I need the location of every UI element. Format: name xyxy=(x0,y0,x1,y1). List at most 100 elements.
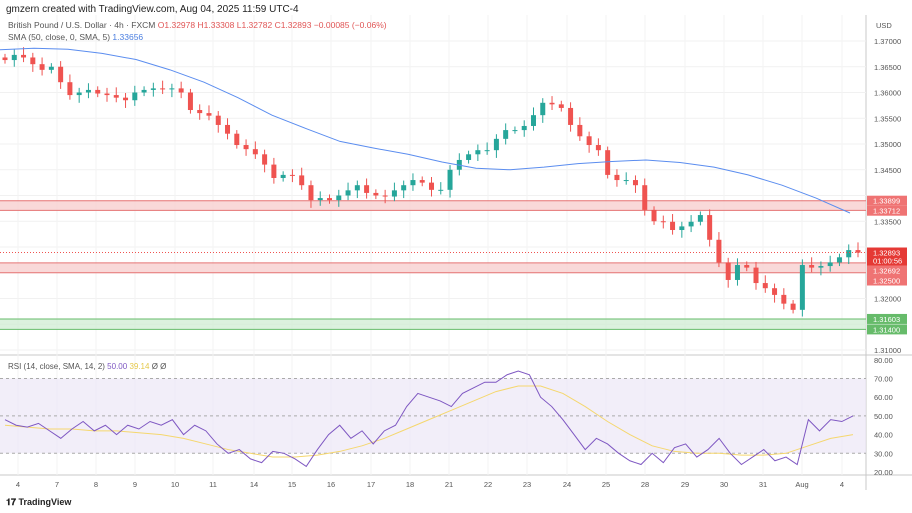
time-tick: 10 xyxy=(171,480,179,489)
time-tick: 8 xyxy=(94,480,98,489)
time-tick: 31 xyxy=(759,480,767,489)
price-tick: 1.32000 xyxy=(874,295,901,304)
rsi-tick: 50.00 xyxy=(874,412,893,421)
price-tick: 1.35500 xyxy=(874,114,901,123)
sma-legend[interactable]: SMA (50, close, 0, SMA, 5) 1.33656 xyxy=(8,32,143,42)
rsi-tick: 20.00 xyxy=(874,468,893,477)
candle-body xyxy=(327,198,333,201)
time-tick: 11 xyxy=(209,480,217,489)
rsi-tick: 70.00 xyxy=(874,375,893,384)
zone-top-label: 1.31603 xyxy=(873,315,900,324)
rsi-legend[interactable]: RSI (14, close, SMA, 14, 2) 50.00 39.14 … xyxy=(8,362,166,371)
sma-line xyxy=(0,47,851,214)
candle-body xyxy=(762,283,768,289)
candle-body xyxy=(67,82,73,96)
candle-body xyxy=(651,209,657,222)
candle-body xyxy=(530,115,536,126)
candle-body xyxy=(336,195,342,201)
candle-body xyxy=(697,215,703,222)
zone-bottom-label: 1.32500 xyxy=(873,277,900,286)
candle-body xyxy=(178,88,184,93)
last-price-label: 1.32893 xyxy=(873,249,900,258)
rsi-line xyxy=(4,370,854,468)
symbol-name[interactable]: British Pound / U.S. Dollar · 4h · FXCM xyxy=(8,20,156,30)
candle-body xyxy=(438,189,444,191)
candle-body xyxy=(132,92,138,101)
candle-body xyxy=(614,174,620,181)
candle-body xyxy=(262,154,268,165)
candle-body xyxy=(206,113,212,116)
time-tick: 24 xyxy=(563,480,571,489)
tradingview-logo: 𝟏𝟕 TradingView xyxy=(6,497,71,508)
candle-body xyxy=(391,190,397,197)
candle-body xyxy=(744,265,750,268)
time-tick: 9 xyxy=(133,480,137,489)
price-tick: 1.37000 xyxy=(874,37,901,46)
rsi-signal-value: 39.14 xyxy=(129,362,150,371)
candle-body xyxy=(772,288,778,295)
zone-top-label: 1.32692 xyxy=(873,267,900,276)
ohlc-low: L1.32782 xyxy=(236,20,273,30)
zone-red xyxy=(0,200,866,211)
time-tick: 21 xyxy=(445,480,453,489)
candle-body xyxy=(484,150,490,152)
rsi-tick: 30.00 xyxy=(874,449,893,458)
candle-body xyxy=(187,92,193,111)
rsi-tick: 40.00 xyxy=(874,431,893,440)
candle-body xyxy=(716,239,722,263)
zone-top-tag xyxy=(867,313,907,324)
candle-body xyxy=(345,190,351,196)
rsi-extra-1: Ø xyxy=(151,362,158,371)
candle-body xyxy=(670,221,676,231)
time-tick: 18 xyxy=(406,480,414,489)
candle-body xyxy=(76,92,82,96)
candle-body xyxy=(215,115,221,125)
candle-body xyxy=(734,265,740,280)
time-tick: 25 xyxy=(602,480,610,489)
candle-body xyxy=(521,125,527,131)
credit-text: gmzern created with TradingView.com, Aug… xyxy=(6,4,299,15)
candle-body xyxy=(48,66,54,70)
time-tick: 30 xyxy=(720,480,728,489)
time-tick: 16 xyxy=(327,480,335,489)
candle-body xyxy=(493,138,499,151)
candle-body xyxy=(632,180,638,186)
candle-body xyxy=(197,110,203,114)
candle-body xyxy=(595,145,601,151)
candle-body xyxy=(30,57,36,65)
candle-body xyxy=(503,130,509,139)
currency-label: USD xyxy=(876,21,892,30)
candle-body xyxy=(540,102,546,116)
candle-body xyxy=(512,130,518,132)
candle-body xyxy=(382,195,388,197)
candle-body xyxy=(123,97,129,101)
candle-body xyxy=(605,150,611,175)
candle-body xyxy=(827,262,833,267)
candle-body xyxy=(317,198,323,201)
candle-body xyxy=(660,221,666,223)
candle-body xyxy=(707,215,713,240)
rsi-value: 50.00 xyxy=(107,362,128,371)
price-tick: 1.36000 xyxy=(874,89,901,98)
candle-body xyxy=(150,88,156,90)
candle-body xyxy=(104,93,110,96)
candle-body xyxy=(373,192,379,196)
candle-body xyxy=(623,180,629,182)
price-tick: 1.35000 xyxy=(874,140,901,149)
price-tick: 1.34500 xyxy=(874,166,901,175)
zone-top-label: 1.33899 xyxy=(873,197,900,206)
rsi-label: RSI (14, close, SMA, 14, 2) xyxy=(8,362,105,371)
candle-body xyxy=(447,169,453,190)
candle-body xyxy=(568,107,574,125)
price-tick: 1.33500 xyxy=(874,217,901,226)
candle-body xyxy=(364,185,370,193)
candle-body xyxy=(586,136,592,146)
rsi-signal-line xyxy=(4,385,854,458)
candle-body xyxy=(280,174,286,178)
last-price-label: 01:00:56 xyxy=(873,257,902,266)
time-tick: 29 xyxy=(681,480,689,489)
candle-body xyxy=(354,185,360,191)
sma-value: 1.33656 xyxy=(112,32,144,42)
